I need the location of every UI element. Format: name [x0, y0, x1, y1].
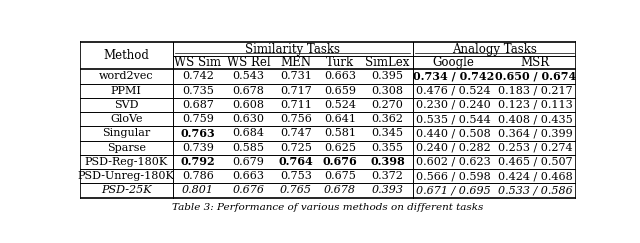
Text: 0.650 / 0.674: 0.650 / 0.674 — [495, 71, 576, 82]
Text: Turk: Turk — [326, 56, 354, 69]
Text: 0.355: 0.355 — [371, 143, 404, 153]
Text: word2vec: word2vec — [99, 71, 154, 81]
Text: 0.764: 0.764 — [278, 156, 314, 167]
Text: 0.663: 0.663 — [233, 171, 265, 181]
Text: Singular: Singular — [102, 128, 150, 139]
Text: 0.230 / 0.240: 0.230 / 0.240 — [416, 100, 491, 110]
Text: 0.183 / 0.217: 0.183 / 0.217 — [498, 86, 573, 96]
Text: 0.465 / 0.507: 0.465 / 0.507 — [498, 157, 573, 167]
Text: 0.687: 0.687 — [182, 100, 214, 110]
Text: 0.585: 0.585 — [233, 143, 265, 153]
Text: 0.641: 0.641 — [324, 114, 356, 124]
Text: 0.663: 0.663 — [324, 71, 356, 81]
Text: 0.711: 0.711 — [280, 100, 312, 110]
Text: 0.684: 0.684 — [233, 128, 265, 139]
Text: 0.372: 0.372 — [372, 171, 403, 181]
Text: 0.630: 0.630 — [233, 114, 265, 124]
Text: 0.440 / 0.508: 0.440 / 0.508 — [416, 128, 491, 139]
Text: 0.679: 0.679 — [233, 157, 264, 167]
Text: 0.759: 0.759 — [182, 114, 214, 124]
Text: 0.756: 0.756 — [280, 114, 312, 124]
Text: 0.734 / 0.742: 0.734 / 0.742 — [413, 71, 494, 82]
Text: 0.543: 0.543 — [233, 71, 265, 81]
Text: PSD-Unreg-180K: PSD-Unreg-180K — [78, 171, 175, 181]
Text: Analogy Tasks: Analogy Tasks — [452, 43, 537, 55]
Text: 0.659: 0.659 — [324, 86, 356, 96]
Text: MEN: MEN — [280, 56, 312, 69]
Text: 0.678: 0.678 — [324, 185, 356, 195]
Text: 0.240 / 0.282: 0.240 / 0.282 — [416, 143, 491, 153]
Text: Method: Method — [103, 49, 149, 62]
Text: PPMI: PPMI — [111, 86, 141, 96]
Text: 0.581: 0.581 — [324, 128, 356, 139]
Text: 0.792: 0.792 — [180, 156, 215, 167]
Text: 0.602 / 0.623: 0.602 / 0.623 — [416, 157, 491, 167]
Text: Similarity Tasks: Similarity Tasks — [245, 43, 340, 55]
Text: MSR: MSR — [521, 56, 550, 69]
Text: 0.763: 0.763 — [180, 128, 215, 139]
Text: 0.739: 0.739 — [182, 143, 214, 153]
Text: 0.535 / 0.544: 0.535 / 0.544 — [416, 114, 491, 124]
Text: Google: Google — [433, 56, 475, 69]
Text: 0.735: 0.735 — [182, 86, 214, 96]
Text: 0.801: 0.801 — [182, 185, 214, 195]
Text: 0.566 / 0.598: 0.566 / 0.598 — [416, 171, 491, 181]
Text: 0.731: 0.731 — [280, 71, 312, 81]
Text: 0.676: 0.676 — [323, 156, 358, 167]
Text: 0.345: 0.345 — [371, 128, 404, 139]
Text: 0.747: 0.747 — [280, 128, 312, 139]
Text: 0.675: 0.675 — [324, 171, 356, 181]
Text: 0.753: 0.753 — [280, 171, 312, 181]
Text: 0.364 / 0.399: 0.364 / 0.399 — [498, 128, 573, 139]
Text: 0.270: 0.270 — [372, 100, 403, 110]
Text: 0.395: 0.395 — [371, 71, 404, 81]
Text: 0.308: 0.308 — [371, 86, 404, 96]
Text: 0.742: 0.742 — [182, 71, 214, 81]
Text: Table 3: Performance of various methods on different tasks: Table 3: Performance of various methods … — [172, 203, 484, 212]
Text: GloVe: GloVe — [110, 114, 143, 124]
Text: 0.765: 0.765 — [280, 185, 312, 195]
Text: 0.408 / 0.435: 0.408 / 0.435 — [498, 114, 573, 124]
Text: 0.123 / 0.113: 0.123 / 0.113 — [498, 100, 573, 110]
Text: PSD-25K: PSD-25K — [101, 185, 152, 195]
Text: WS Sim: WS Sim — [175, 56, 221, 69]
Text: 0.253 / 0.274: 0.253 / 0.274 — [498, 143, 573, 153]
Text: 0.393: 0.393 — [371, 185, 404, 195]
Text: 0.533 / 0.586: 0.533 / 0.586 — [498, 185, 573, 195]
Text: WS Rel: WS Rel — [227, 56, 271, 69]
Text: 0.424 / 0.468: 0.424 / 0.468 — [498, 171, 573, 181]
Text: 0.608: 0.608 — [233, 100, 265, 110]
Text: 0.671 / 0.695: 0.671 / 0.695 — [416, 185, 491, 195]
Text: 0.524: 0.524 — [324, 100, 356, 110]
Text: SVD: SVD — [114, 100, 138, 110]
Text: 0.476 / 0.524: 0.476 / 0.524 — [417, 86, 491, 96]
Text: 0.625: 0.625 — [324, 143, 356, 153]
Text: 0.398: 0.398 — [370, 156, 405, 167]
Text: 0.717: 0.717 — [280, 86, 312, 96]
Text: PSD-Reg-180K: PSD-Reg-180K — [84, 157, 168, 167]
Text: 0.362: 0.362 — [371, 114, 404, 124]
Text: 0.786: 0.786 — [182, 171, 214, 181]
Text: 0.678: 0.678 — [233, 86, 264, 96]
Text: SimLex: SimLex — [365, 56, 410, 69]
Text: 0.725: 0.725 — [280, 143, 312, 153]
Text: Sparse: Sparse — [107, 143, 146, 153]
Text: 0.676: 0.676 — [233, 185, 265, 195]
